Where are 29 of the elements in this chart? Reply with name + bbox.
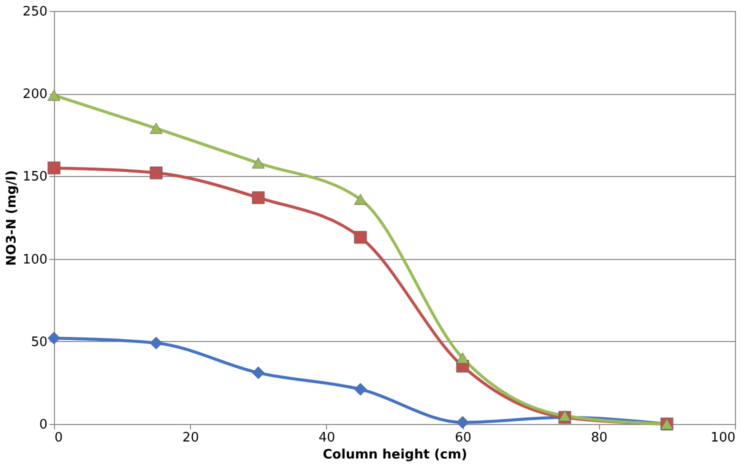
point: [354, 194, 367, 205]
x-tick-label: 80: [591, 430, 608, 446]
point: [252, 157, 265, 169]
point: [558, 410, 572, 422]
x-tick-label: 40: [318, 430, 336, 446]
point: [354, 230, 367, 244]
x-tick-label: 100: [710, 430, 736, 446]
x-tick-label: 60: [454, 430, 472, 446]
x-tick-label: 20: [182, 430, 199, 446]
point: [150, 122, 163, 134]
point: [354, 382, 367, 396]
point: [48, 332, 60, 344]
y-tick-label: 200: [22, 87, 48, 102]
point: [252, 191, 265, 204]
point: [150, 336, 163, 350]
point: [48, 90, 60, 101]
x-tick-label: 0: [54, 430, 63, 446]
y-tick-label: 50: [30, 334, 48, 350]
y-axis-title: NO3-N (mg/l): [4, 170, 20, 266]
point: [456, 416, 469, 429]
point: [252, 366, 265, 380]
x-axis-title: Column height (cm): [322, 448, 468, 462]
y-tick-label: 100: [22, 252, 48, 268]
y-tick-label: 250: [22, 4, 48, 20]
point: [456, 352, 469, 364]
point: [48, 162, 60, 174]
point: [150, 166, 163, 180]
y-tick-label: 150: [22, 170, 48, 185]
y-tick-label: 0: [39, 418, 48, 432]
